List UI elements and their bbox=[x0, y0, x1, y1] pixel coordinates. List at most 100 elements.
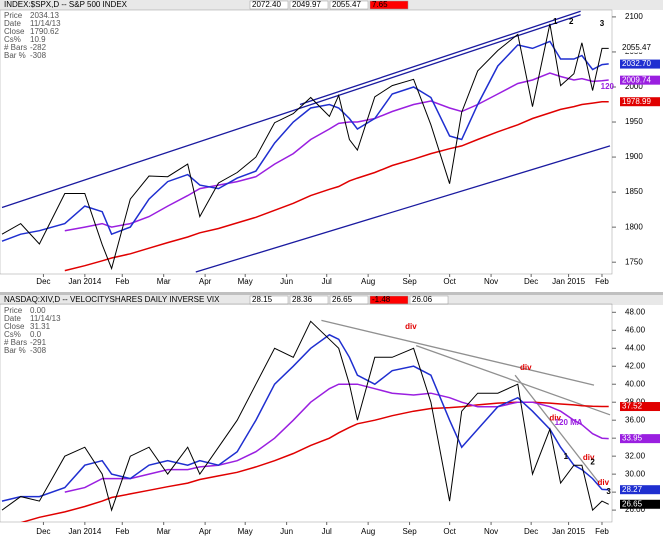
info-label: Bar % bbox=[4, 346, 26, 355]
info-value: -291 bbox=[30, 338, 47, 347]
y-tick-label: 46.00 bbox=[625, 325, 646, 334]
chart-title: INDEX:$SPX,D -- S&P 500 INDEX bbox=[4, 0, 128, 9]
x-tick-label: Feb bbox=[595, 277, 609, 286]
x-tick-label: Oct bbox=[443, 527, 456, 536]
header-value-box bbox=[249, 0, 289, 10]
annotation: 3 bbox=[606, 487, 611, 496]
annotation: 120 MA bbox=[555, 418, 583, 427]
x-tick-label: Sep bbox=[402, 527, 417, 536]
x-tick-label: Aug bbox=[361, 277, 375, 286]
price-tag bbox=[620, 97, 660, 107]
series-line bbox=[1, 333, 609, 502]
y-tick-label: 40.00 bbox=[625, 379, 646, 388]
price-tag bbox=[620, 43, 660, 53]
header-value: 28.15 bbox=[252, 295, 273, 304]
x-tick-label: Jan 2014 bbox=[68, 527, 101, 536]
price-tag bbox=[620, 499, 660, 509]
info-value: 2034.13 bbox=[30, 11, 59, 20]
info-box bbox=[2, 306, 52, 356]
header-value: 26.06 bbox=[412, 295, 433, 304]
annotation: div bbox=[520, 363, 532, 372]
x-tick-label: Apr bbox=[199, 527, 212, 536]
header-value-box bbox=[369, 0, 409, 10]
x-tick-label: Jun bbox=[280, 527, 293, 536]
plot-frame bbox=[0, 303, 613, 523]
info-value: 10.9 bbox=[30, 35, 46, 44]
series-line bbox=[64, 72, 609, 232]
y-tick-label: 2100 bbox=[625, 12, 643, 21]
info-label: Date bbox=[4, 19, 21, 28]
trendline bbox=[195, 145, 611, 273]
trendline bbox=[321, 319, 595, 386]
x-tick-label: Aug bbox=[361, 527, 375, 536]
header-value-box bbox=[329, 0, 369, 10]
annotation: div bbox=[549, 414, 561, 423]
x-tick-label: Dec bbox=[36, 277, 50, 286]
x-tick-label: Jan 2015 bbox=[552, 277, 585, 286]
info-label: # Bars bbox=[4, 338, 27, 347]
y-tick-label: 32.00 bbox=[625, 451, 646, 460]
series-line bbox=[1, 320, 609, 512]
x-tick-label: May bbox=[238, 527, 253, 536]
info-label: Bar % bbox=[4, 51, 26, 60]
price-tag bbox=[620, 59, 660, 69]
x-tick-label: Dec bbox=[36, 527, 50, 536]
series-line bbox=[20, 401, 609, 522]
info-value: -308 bbox=[30, 346, 47, 355]
annotation: 2 bbox=[590, 458, 595, 467]
price-tag bbox=[620, 75, 660, 85]
price-tag-label: 37.52 bbox=[622, 402, 643, 411]
plot-frame bbox=[0, 9, 613, 275]
y-tick-label: 1800 bbox=[625, 222, 643, 231]
x-tick-label: Mar bbox=[157, 277, 171, 286]
info-label: Date bbox=[4, 314, 21, 323]
price-tag-label: 26.65 bbox=[622, 499, 643, 508]
y-tick-label: 48.00 bbox=[625, 307, 646, 316]
price-tag-label: 2009.74 bbox=[622, 75, 651, 84]
x-tick-label: Mar bbox=[157, 527, 171, 536]
header-value: 28.36 bbox=[292, 295, 313, 304]
x-tick-label: Jul bbox=[322, 527, 332, 536]
y-tick-label: 42.00 bbox=[625, 361, 646, 370]
x-tick-label: Jun bbox=[280, 277, 293, 286]
header-value: 2072.40 bbox=[252, 0, 281, 9]
x-tick-label: Jan 2015 bbox=[552, 527, 585, 536]
annotation: 2 bbox=[569, 17, 574, 26]
x-tick-label: Feb bbox=[115, 527, 129, 536]
header-value: 2055.47 bbox=[332, 0, 361, 9]
x-tick-label: Nov bbox=[484, 527, 498, 536]
info-label: Cs% bbox=[4, 35, 21, 44]
price-tag-label: 28.27 bbox=[622, 485, 643, 494]
y-tick-label: 2000 bbox=[625, 82, 643, 91]
y-tick-label: 30.00 bbox=[625, 469, 646, 478]
info-value: -282 bbox=[30, 43, 47, 52]
x-tick-label: Apr bbox=[199, 277, 212, 286]
y-tick-label: 38.00 bbox=[625, 397, 646, 406]
trendline bbox=[415, 344, 611, 416]
info-value: 11/14/13 bbox=[30, 314, 61, 323]
price-tag-label: 2032.70 bbox=[622, 59, 651, 68]
annotation: 1 bbox=[564, 452, 569, 461]
info-value: 31.31 bbox=[30, 322, 51, 331]
price-tag bbox=[620, 402, 660, 412]
x-tick-label: Nov bbox=[484, 277, 498, 286]
x-tick-label: Dec bbox=[524, 277, 538, 286]
price-tag bbox=[620, 434, 660, 444]
info-value: -308 bbox=[30, 51, 47, 60]
trendline bbox=[299, 10, 581, 106]
x-tick-label: Jan 2014 bbox=[68, 277, 101, 286]
info-value: 11/14/13 bbox=[30, 19, 61, 28]
y-tick-label: 44.00 bbox=[625, 343, 646, 352]
info-value: 0.00 bbox=[30, 306, 46, 315]
annotation: 120 bbox=[601, 82, 615, 91]
price-tag-label: 33.95 bbox=[622, 434, 643, 443]
series-line bbox=[1, 23, 609, 271]
y-tick-label: 36.00 bbox=[625, 415, 646, 424]
info-label: Close bbox=[4, 27, 25, 36]
panel-divider bbox=[0, 292, 663, 295]
x-tick-label: Jul bbox=[322, 277, 332, 286]
annotation: 1 bbox=[553, 17, 558, 26]
info-label: Price bbox=[4, 306, 23, 315]
header-value: 26.65 bbox=[332, 295, 353, 304]
